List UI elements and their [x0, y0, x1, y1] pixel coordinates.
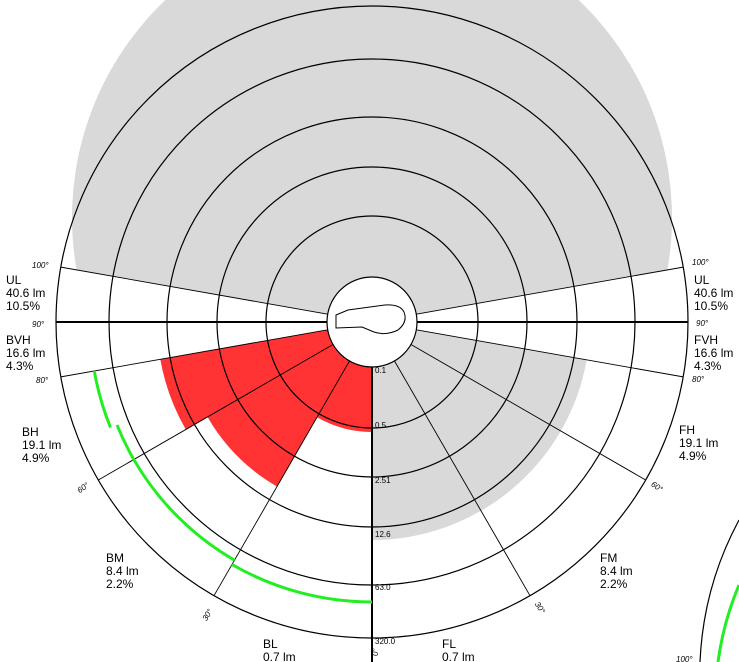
svg-text:FVH: FVH [694, 333, 718, 347]
luminaire-icon [335, 304, 406, 335]
svg-text:BH: BH [22, 425, 39, 439]
ring-value-label: 0.5 [375, 421, 387, 430]
svg-text:8.4 lm: 8.4 lm [106, 564, 139, 578]
zone-divider-30-front [394, 360, 531, 596]
ring-labels: 0.1 0.5 2.51 12.6 63.0 320.0 [375, 366, 396, 646]
backlight-area [160, 329, 372, 487]
svg-text:19.1 lm: 19.1 lm [22, 438, 61, 452]
limit-arc [92, 370, 112, 429]
svg-text:10.5%: 10.5% [694, 299, 728, 313]
zone-divider-60-front [410, 344, 646, 481]
svg-text:4.3%: 4.3% [694, 359, 722, 373]
svg-text:4.3%: 4.3% [6, 359, 34, 373]
zone-label-bvh: BVH 16.6 lm 4.3% [6, 333, 45, 373]
uplight-area [72, 0, 672, 315]
zone-label-fl: FL 0.7 lm [442, 637, 475, 662]
svg-text:40.6 lm: 40.6 lm [6, 286, 45, 300]
svg-text:2.2%: 2.2% [600, 577, 628, 591]
svg-text:10.5%: 10.5% [6, 299, 40, 313]
svg-text:8.4 lm: 8.4 lm [600, 564, 633, 578]
svg-text:40.6 lm: 40.6 lm [694, 286, 733, 300]
zone-label-bm: BM 8.4 lm 2.2% [106, 551, 139, 591]
svg-text:16.6 lm: 16.6 lm [6, 346, 45, 360]
svg-text:0.7 lm: 0.7 lm [442, 650, 475, 662]
svg-text:0.7 lm: 0.7 lm [263, 650, 296, 662]
limit-arc [115, 424, 136, 461]
zone-divider-100-back [60, 266, 328, 315]
ring-value-label: 0.1 [375, 366, 387, 375]
angle-label-90-left: 90° [32, 320, 45, 329]
zone-label-bl: BL 0.7 lm [263, 637, 296, 662]
svg-text:4.9%: 4.9% [679, 449, 707, 463]
svg-text:UL: UL [6, 273, 22, 287]
zone-divider-80-front [416, 329, 684, 378]
adjacent-angle-label: 100° [676, 655, 693, 662]
zone-label-fh: FH 19.1 lm 4.9% [679, 423, 718, 463]
ring-value-label: 12.6 [375, 530, 391, 539]
svg-text:FM: FM [600, 551, 617, 565]
angle-label-30-right: 30° [533, 600, 547, 616]
zone-divider-30-back [213, 360, 350, 596]
zone-divider-100-front [416, 266, 684, 315]
svg-text:BM: BM [106, 551, 124, 565]
zone-label-bh: BH 19.1 lm 4.9% [22, 425, 61, 465]
zone-divider-60-back [98, 344, 334, 481]
limit-arc [132, 458, 236, 562]
svg-text:BVH: BVH [6, 333, 31, 347]
angle-label-60-right: 60° [649, 480, 665, 495]
angle-label-100-right: 100° [692, 258, 709, 267]
svg-text:16.6 lm: 16.6 lm [694, 346, 733, 360]
svg-text:FL: FL [442, 637, 456, 651]
svg-text:BL: BL [263, 637, 278, 651]
angle-label-90-right: 90° [696, 319, 709, 328]
svg-text:FH: FH [679, 423, 695, 437]
ring-value-label: 63.0 [375, 583, 391, 592]
angle-label-30-left: 30° [201, 607, 215, 623]
angle-label-80-left: 80° [36, 376, 49, 385]
zone-label-fvh: FVH 16.6 lm 4.3% [694, 333, 733, 373]
adjacent-diagram-fragment: 100° [676, 519, 739, 662]
ring-value-label: 2.51 [375, 476, 391, 485]
svg-text:2.2%: 2.2% [106, 577, 134, 591]
svg-text:19.1 lm: 19.1 lm [679, 436, 718, 450]
angle-label-0: 0° [371, 648, 380, 656]
frontlight-area [372, 329, 587, 540]
ring-value-label: 320.0 [375, 637, 396, 646]
zone-label-fm: FM 8.4 lm 2.2% [600, 551, 633, 591]
svg-text:4.9%: 4.9% [22, 451, 50, 465]
zone-label-ul-left: UL 40.6 lm 10.5% [6, 273, 45, 313]
angle-label-80-right: 80° [692, 375, 705, 384]
zone-label-ul-right: UL 40.6 lm 10.5% [694, 273, 733, 313]
zone-dividers [60, 266, 684, 596]
angle-label-60-left: 60° [76, 480, 92, 495]
limit-arc [231, 563, 373, 604]
angle-label-100-left: 100° [32, 261, 49, 270]
svg-text:UL: UL [694, 273, 710, 287]
zone-divider-80-back [60, 329, 328, 378]
